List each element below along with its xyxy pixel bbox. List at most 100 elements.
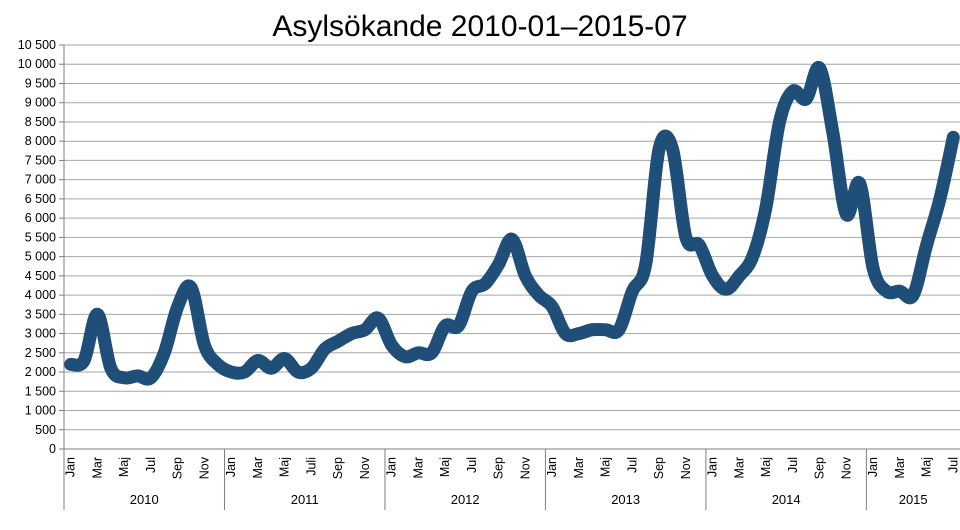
y-tick-label: 1 000	[25, 404, 56, 418]
data-point	[283, 357, 287, 361]
data-point	[443, 324, 447, 328]
year-label: 2014	[772, 492, 801, 507]
data-point	[323, 347, 327, 351]
y-tick-label: 6 500	[25, 192, 56, 206]
x-tick-label: Nov	[839, 456, 853, 479]
data-point	[831, 132, 835, 136]
data-point	[911, 293, 915, 297]
data-point	[644, 262, 648, 266]
data-point	[711, 274, 715, 278]
data-point	[189, 285, 193, 289]
y-tick-label: 2 500	[25, 346, 56, 360]
year-label: 2010	[130, 492, 159, 507]
y-tick-label: 10 500	[18, 38, 56, 52]
data-point	[617, 328, 621, 332]
data-point	[737, 274, 741, 278]
x-tick-label: Jan	[64, 457, 78, 477]
data-point	[176, 305, 180, 309]
y-tick-label: 6 000	[25, 211, 56, 225]
x-tick-label: Sep	[171, 457, 185, 479]
x-tick-label: Juli	[304, 457, 318, 476]
y-tick-label: 7 500	[25, 153, 56, 167]
data-point	[309, 366, 313, 370]
data-point	[229, 370, 233, 374]
y-tick-label: 4 000	[25, 288, 56, 302]
chart-title: Asylsökande 2010-01–2015-07	[272, 10, 688, 43]
data-point	[416, 351, 420, 355]
data-point	[403, 355, 407, 359]
x-tick-label: Jan	[545, 457, 559, 477]
x-tick-label: Mar	[732, 457, 746, 479]
data-point	[858, 182, 862, 186]
data-point	[671, 147, 675, 151]
x-tick-label: Mar	[90, 457, 104, 479]
data-point	[497, 262, 501, 266]
data-point	[778, 120, 782, 124]
data-point	[363, 328, 367, 332]
data-point	[577, 332, 581, 336]
data-point	[162, 351, 166, 355]
data-point	[243, 370, 247, 374]
data-point	[925, 243, 929, 247]
x-tick-label: Sep	[652, 457, 666, 479]
y-tick-label: 1 500	[25, 384, 56, 398]
y-tick-label: 4 500	[25, 269, 56, 283]
data-point	[697, 243, 701, 247]
data-point	[122, 376, 126, 380]
x-tick-label: Maj	[438, 457, 452, 477]
x-tick-label: Mar	[572, 457, 586, 479]
data-point	[69, 362, 73, 366]
data-point	[376, 316, 380, 320]
data-point	[871, 266, 875, 270]
data-point	[95, 312, 99, 316]
x-tick-label: Maj	[759, 457, 773, 477]
data-point	[82, 359, 86, 363]
x-tick-label: Mar	[411, 457, 425, 479]
data-point	[604, 328, 608, 332]
x-tick-label: Jan	[706, 457, 720, 477]
year-label: 2015	[899, 492, 928, 507]
year-label: 2013	[611, 492, 640, 507]
data-point	[951, 135, 955, 139]
y-tick-label: 8 000	[25, 134, 56, 148]
data-point	[898, 289, 902, 293]
x-tick-label: Sep	[331, 457, 345, 479]
x-tick-label: Jan	[866, 457, 880, 477]
data-point	[350, 332, 354, 336]
data-point	[724, 287, 728, 291]
data-point	[804, 97, 808, 101]
data-point	[109, 366, 113, 370]
data-point	[202, 343, 206, 347]
data-point	[938, 197, 942, 201]
data-point	[269, 366, 273, 370]
x-tick-label: Jul	[144, 457, 158, 473]
data-point	[216, 362, 220, 366]
x-tick-label: Maj	[117, 457, 131, 477]
data-point	[523, 274, 527, 278]
x-tick-label: Mar	[893, 457, 907, 479]
x-tick-label: Jul	[625, 457, 639, 473]
x-tick-label: Nov	[518, 456, 532, 479]
y-tick-label: 8 500	[25, 115, 56, 129]
x-tick-label: Maj	[599, 457, 613, 477]
x-tick-label: Maj	[278, 457, 292, 477]
x-tick-label: Maj	[920, 457, 934, 477]
x-tick-label: Jul	[465, 457, 479, 473]
x-tick-label: Jul	[946, 457, 960, 473]
data-point	[470, 289, 474, 293]
data-point	[550, 305, 554, 309]
data-point	[149, 376, 153, 380]
data-point	[136, 374, 140, 378]
y-tick-label: 9 500	[25, 76, 56, 90]
data-point	[791, 89, 795, 93]
data-point	[751, 255, 755, 259]
data-point	[657, 147, 661, 151]
data-point	[483, 282, 487, 286]
data-point	[390, 343, 394, 347]
y-tick-label: 500	[35, 423, 56, 437]
data-point	[630, 289, 634, 293]
y-tick-label: 7 000	[25, 173, 56, 187]
data-point	[296, 370, 300, 374]
data-point	[764, 205, 768, 209]
